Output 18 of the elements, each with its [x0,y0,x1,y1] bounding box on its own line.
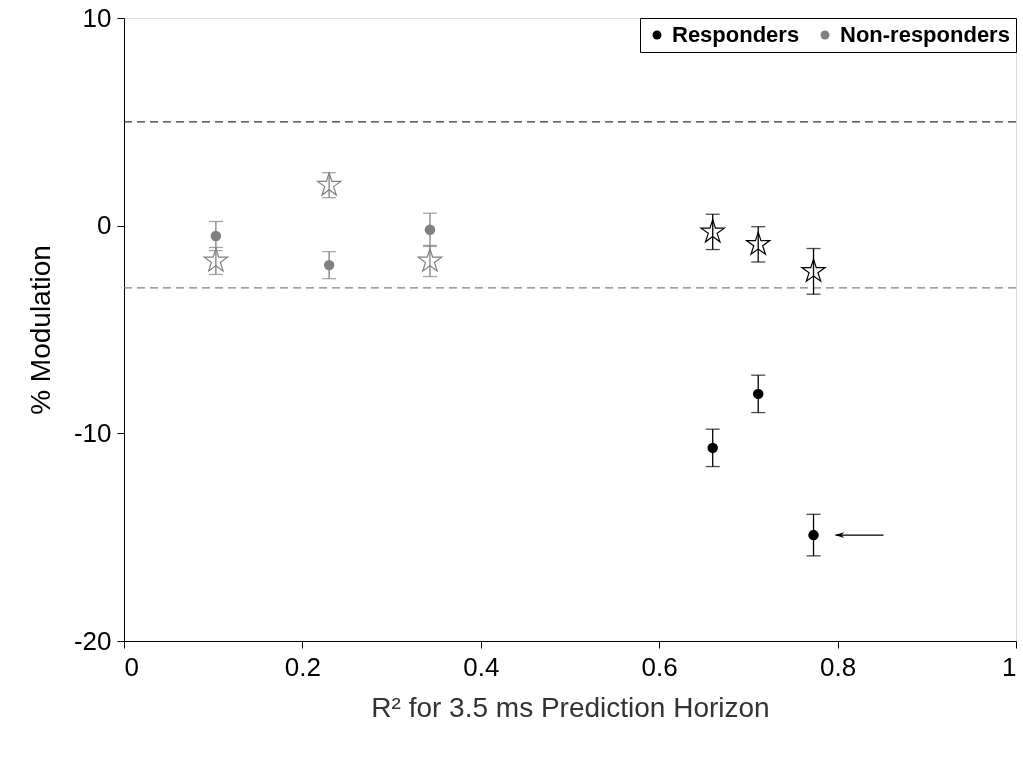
x-tick-label: 1 [1002,651,1017,682]
x-tick-label: 0.2 [284,651,321,682]
point [700,219,725,243]
x-tick-label: 0 [124,651,139,682]
y-tick-label: -10 [73,417,112,448]
x-axis-title: R² for 3.5 ms Prediction Horizon [371,691,770,723]
x-tick-label: 0.6 [641,651,678,682]
y-axis-title: % Modulation [24,245,56,415]
y-tick-label: 0 [97,210,112,241]
x-tick-label: 0.4 [463,651,500,682]
legend-label: Non-responders [840,22,1010,47]
point [745,231,771,255]
point [801,258,826,282]
legend-label: Responders [672,22,800,47]
x-tick-label: 0.8 [820,651,857,682]
y-tick-label: 10 [82,2,112,33]
y-tick-label: -20 [73,625,112,656]
point [316,172,342,196]
